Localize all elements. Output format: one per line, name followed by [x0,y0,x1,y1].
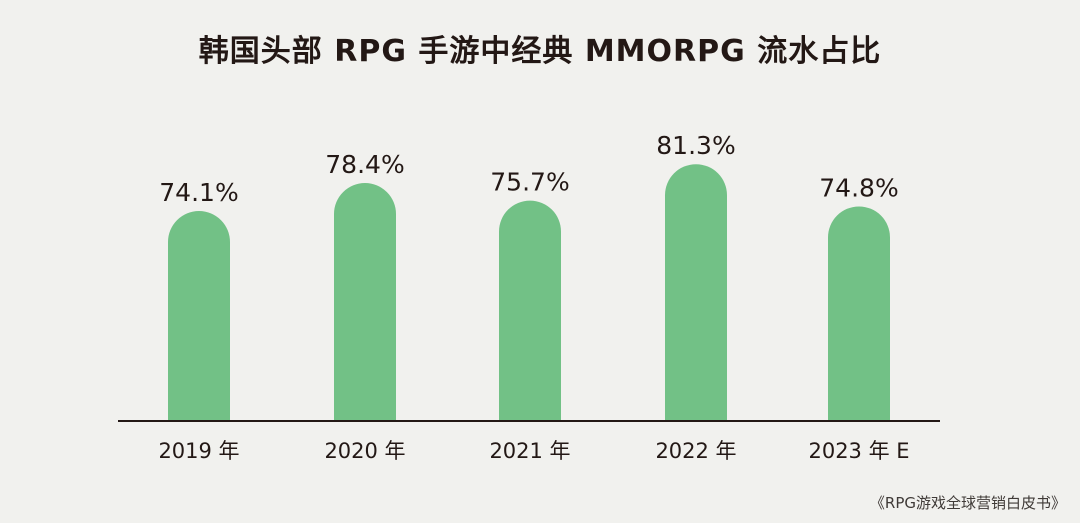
bar-2 [334,183,396,421]
x-tick-label-1: 2019 年 [158,439,239,463]
value-label-3: 75.7% [490,168,569,197]
x-tick-label-3: 2021 年 [489,439,570,463]
value-labels-group: 74.1% 78.4% 75.7% 81.3% 74.8% [159,131,898,207]
bars-group [168,164,890,421]
x-tick-labels-group: 2019 年 2020 年 2021 年 2022 年 2023 年 E [158,439,909,463]
x-tick-label-2: 2020 年 [324,439,405,463]
value-label-1: 74.1% [159,178,238,207]
x-tick-label-5: 2023 年 E [808,439,909,463]
bar-1 [168,211,230,421]
bar-4 [665,164,727,421]
value-label-5: 74.8% [819,173,898,202]
x-tick-label-4: 2022 年 [655,439,736,463]
source-note: 《RPG游戏全球营销白皮书》 [869,494,1066,512]
bar-5 [828,206,890,421]
value-label-2: 78.4% [325,150,404,179]
chart-title: 韩国头部 RPG 手游中经典 MMORPG 流水占比 [198,34,882,69]
value-label-4: 81.3% [656,131,735,160]
bar-3 [499,200,561,421]
